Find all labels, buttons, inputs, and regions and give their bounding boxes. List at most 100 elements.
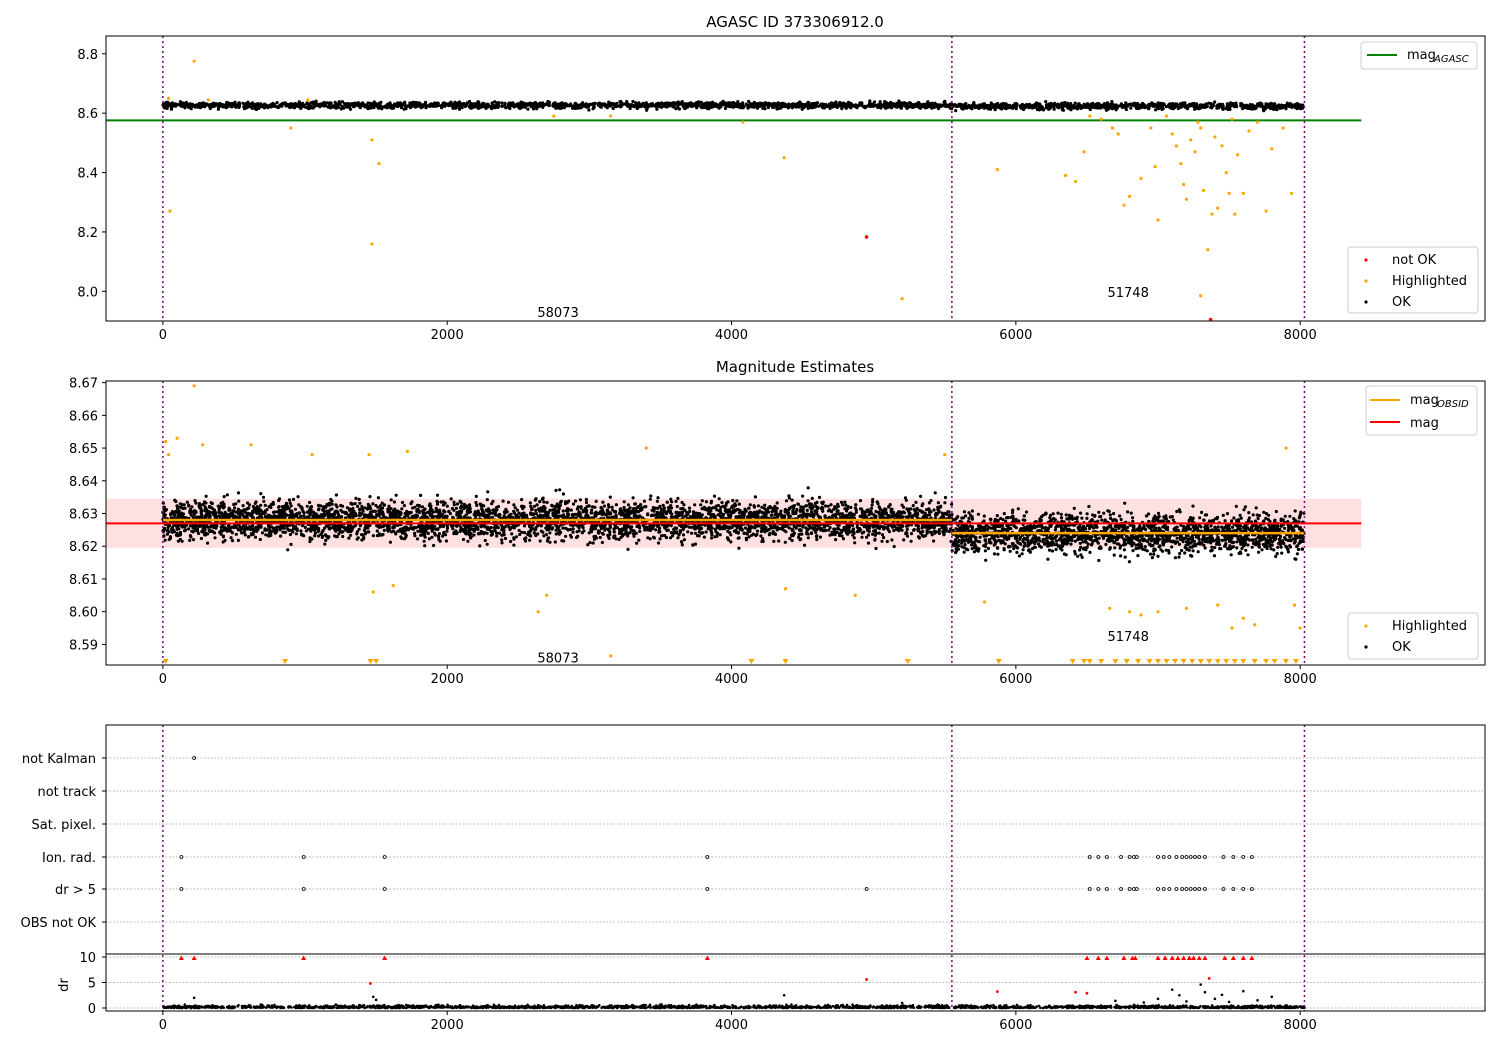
highlighted-point bbox=[1213, 135, 1217, 139]
ok-point bbox=[859, 102, 864, 106]
ok-point bbox=[208, 106, 212, 111]
ok-point bbox=[626, 503, 631, 507]
ok-point bbox=[289, 542, 293, 547]
ok-point bbox=[290, 105, 295, 109]
series-not-ok bbox=[864, 235, 1213, 322]
series-highlighted bbox=[166, 59, 1294, 301]
ok-point bbox=[801, 525, 805, 529]
ok-point bbox=[566, 512, 570, 516]
ok-point bbox=[778, 102, 782, 106]
ok-point bbox=[921, 103, 925, 107]
highlighted-point bbox=[1184, 197, 1189, 201]
ok-point bbox=[190, 505, 194, 509]
ok-point bbox=[259, 102, 263, 107]
ok-point bbox=[715, 508, 719, 512]
ok-point bbox=[1264, 105, 1269, 110]
ok-point bbox=[420, 505, 425, 509]
ok-point bbox=[486, 105, 490, 109]
highlighted-point bbox=[1220, 144, 1224, 148]
ok-point bbox=[394, 493, 398, 497]
ok-point bbox=[548, 531, 552, 535]
ok-point bbox=[486, 103, 490, 107]
ok-point bbox=[355, 103, 360, 107]
ok-point bbox=[347, 536, 351, 540]
ok-point bbox=[372, 106, 376, 110]
ok-point bbox=[528, 538, 532, 542]
ok-point bbox=[735, 102, 739, 106]
highlighted-point bbox=[1199, 294, 1203, 298]
ok-point bbox=[243, 533, 247, 537]
ok-point bbox=[693, 503, 697, 507]
ok-point bbox=[165, 106, 169, 110]
ok-point bbox=[676, 496, 680, 500]
ok-point bbox=[415, 537, 420, 541]
ok-point bbox=[868, 102, 872, 106]
ok-point bbox=[337, 532, 341, 536]
ok-point bbox=[693, 531, 698, 535]
ok-point bbox=[890, 538, 894, 542]
legend-marker bbox=[1364, 279, 1368, 283]
ok-point bbox=[658, 537, 662, 541]
ok-point bbox=[648, 497, 652, 501]
highlighted-point bbox=[1099, 117, 1103, 121]
ok-point bbox=[419, 105, 423, 109]
y-tick-label: 8.4 bbox=[77, 167, 98, 182]
ok-point bbox=[634, 101, 638, 105]
ok-point bbox=[599, 505, 603, 510]
ok-point bbox=[674, 499, 678, 503]
ok-point bbox=[1094, 104, 1098, 108]
ok-point bbox=[767, 533, 772, 537]
ok-point bbox=[860, 535, 864, 539]
ok-point bbox=[587, 108, 591, 112]
ok-point bbox=[967, 104, 972, 108]
ok-point bbox=[402, 504, 406, 508]
ok-point bbox=[880, 539, 884, 543]
ok-point bbox=[783, 507, 788, 512]
ok-point bbox=[497, 101, 501, 105]
ok-point bbox=[878, 100, 882, 104]
ok-point bbox=[536, 104, 540, 108]
ok-point bbox=[173, 102, 177, 106]
ok-point bbox=[398, 101, 402, 105]
ok-point bbox=[927, 513, 932, 517]
ok-point bbox=[602, 504, 607, 508]
ok-point bbox=[399, 535, 403, 539]
ok-point bbox=[943, 495, 948, 500]
ok-point bbox=[1060, 105, 1064, 109]
ok-point bbox=[1107, 103, 1111, 107]
ok-point bbox=[187, 527, 191, 531]
ok-point bbox=[399, 105, 404, 109]
ok-point bbox=[184, 100, 188, 105]
ok-point bbox=[726, 500, 730, 504]
ok-point bbox=[376, 105, 380, 109]
ok-point bbox=[246, 100, 250, 104]
ok-point bbox=[258, 537, 262, 542]
ok-point bbox=[571, 527, 575, 531]
highlighted-point bbox=[1255, 120, 1260, 124]
highlighted-point bbox=[1224, 170, 1228, 175]
highlighted-point bbox=[289, 126, 293, 130]
ok-point bbox=[490, 107, 494, 111]
ok-point bbox=[490, 101, 494, 105]
ok-point bbox=[363, 506, 367, 510]
highlighted-point bbox=[377, 162, 381, 166]
ok-point bbox=[642, 499, 647, 503]
ok-point bbox=[222, 495, 226, 499]
ok-point bbox=[723, 102, 728, 107]
ok-point bbox=[275, 101, 279, 105]
ok-point bbox=[761, 103, 765, 107]
ok-point bbox=[445, 529, 449, 533]
ok-point bbox=[677, 107, 682, 111]
ok-point bbox=[1209, 103, 1213, 107]
ok-point bbox=[286, 548, 290, 552]
ok-point bbox=[1233, 104, 1237, 108]
ok-point bbox=[573, 106, 578, 111]
ok-point bbox=[1258, 101, 1262, 105]
ok-point bbox=[858, 499, 863, 503]
ok-point bbox=[1048, 106, 1052, 111]
ok-point bbox=[871, 500, 875, 504]
ok-point bbox=[970, 107, 974, 111]
ok-point bbox=[633, 103, 637, 108]
ok-point bbox=[1193, 103, 1197, 107]
